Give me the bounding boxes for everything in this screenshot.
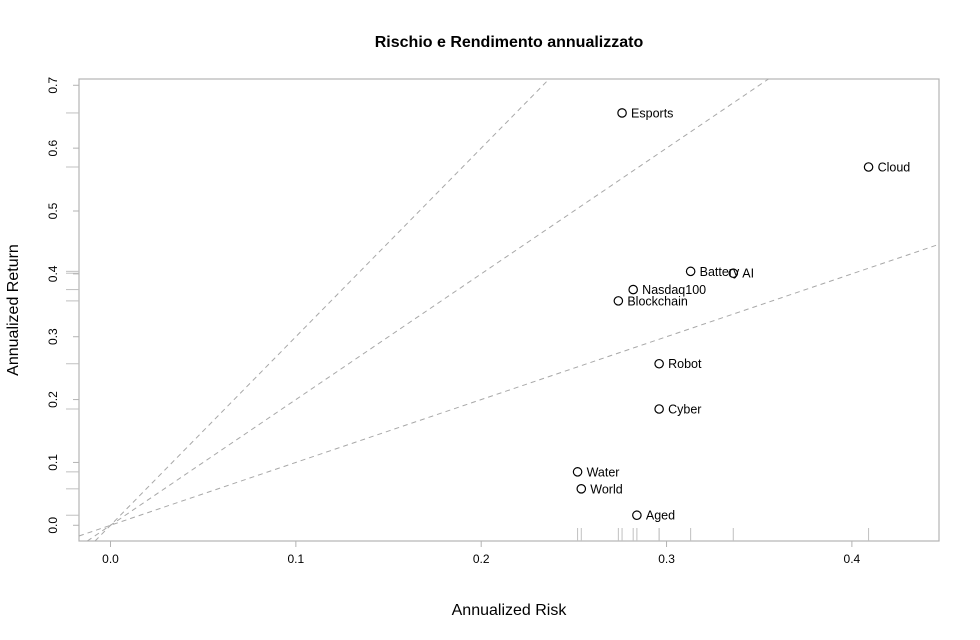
point-label-robot: Robot [668,357,702,371]
point-aged [632,510,642,521]
point-label-cloud: Cloud [878,161,911,175]
point-label-nasdaq100: Nasdaq100 [642,283,706,297]
plot-frame [78,78,940,542]
chart-title: Rischio e Rendimento annualizzato [375,34,644,51]
point-label-battery: Battery [700,265,740,279]
point-nasdaq100 [628,284,638,295]
x-tick-label: 0.2 [473,552,490,566]
y-tick-label: 0.7 [46,77,60,94]
point-blockchain [613,296,624,306]
x-tick-label: 0.0 [102,552,119,566]
point-world [576,484,587,494]
reference-lines [78,78,940,542]
y-tick-label: 0.4 [46,265,60,282]
rug-marks [66,112,870,541]
data-points: Esports Cloud Battery AI Nasdaq100Blockchain… [572,106,911,523]
reference-line-3 [94,78,550,542]
point-cyber [654,404,664,414]
y-tick-label: 0.2 [46,391,60,408]
point-water [572,467,583,477]
point-label-world: World [590,482,622,496]
x-axis-ticks: 0.0 0.1 0.2 0.3 0.4 [102,541,861,566]
y-tick-label: 0.1 [46,454,60,471]
reference-line-1 [78,243,940,537]
point-label-esports: Esports [631,106,673,120]
y-tick-label: 0.6 [46,139,60,156]
point-label-cyber: Cyber [668,403,701,417]
x-tick-label: 0.3 [658,552,675,566]
x-axis-label: Annualized Risk [452,602,568,619]
x-tick-label: 0.1 [288,552,305,566]
y-axis-ticks: 0.0 0.1 0.2 0.3 0.4 0.5 0.6 0.7 [46,77,79,534]
y-tick-label: 0.0 [46,517,60,534]
point-battery [685,266,696,277]
point-cloud [863,162,874,172]
point-label-blockchain: Blockchain [627,294,687,308]
y-axis-label: Annualized Return [5,244,22,376]
x-tick-label: 0.4 [844,552,861,566]
point-ai [728,268,739,279]
point-robot [654,358,664,369]
y-tick-label: 0.3 [46,328,60,345]
point-esports [617,108,627,118]
point-label-water: Water [587,465,620,479]
point-label-aged: Aged [646,509,675,523]
reference-line-2 [87,78,769,542]
y-tick-label: 0.5 [46,202,60,219]
point-label-ai: AI [742,267,754,281]
